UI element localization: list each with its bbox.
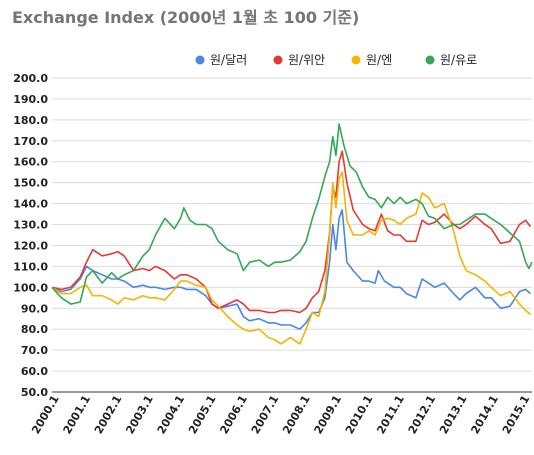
x-tick-label: 2011.1 bbox=[374, 393, 406, 436]
legend-marker bbox=[195, 55, 205, 65]
chart-title: Exchange Index (2000년 1월 초 100 기준) bbox=[12, 8, 360, 27]
series-lines bbox=[51, 123, 533, 345]
y-tick-label: 90.0 bbox=[21, 302, 48, 315]
y-tick-label: 50.0 bbox=[21, 386, 48, 399]
x-tick-label: 2015.1 bbox=[500, 393, 532, 436]
legend-label: 원/달러 bbox=[210, 53, 247, 67]
y-tick-label: 100.0 bbox=[13, 281, 48, 294]
x-tick-label: 2012.1 bbox=[406, 393, 438, 436]
y-tick-label: 130.0 bbox=[13, 219, 48, 232]
x-tick-label: 2009.1 bbox=[312, 393, 344, 436]
y-tick-label: 190.0 bbox=[13, 93, 48, 106]
series-line-4 bbox=[51, 123, 533, 305]
x-tick-label: 2013.1 bbox=[437, 393, 469, 436]
x-tick-label: 2014.1 bbox=[468, 393, 500, 436]
series-line-2 bbox=[51, 150, 532, 314]
x-tick-label: 2005.1 bbox=[186, 393, 218, 436]
y-axis-ticks: 200.0 190.0 180.0 170.0 160.0 150.0 140.0 130.0… bbox=[13, 72, 48, 399]
x-tick-label: 2004.1 bbox=[155, 393, 187, 436]
y-tick-label: 110.0 bbox=[13, 260, 48, 273]
x-tick-label: 2000.1 bbox=[29, 393, 61, 436]
y-tick-label: 120.0 bbox=[13, 239, 48, 252]
y-tick-label: 200.0 bbox=[13, 72, 48, 85]
legend: 원/달러 원/위안 원/엔 원/유로 bbox=[195, 53, 477, 67]
legend-marker bbox=[351, 55, 361, 65]
grid-lines bbox=[52, 77, 532, 393]
x-tick-label: 2007.1 bbox=[249, 393, 281, 436]
x-tick-label: 2010.1 bbox=[343, 393, 375, 436]
x-axis-ticks: 2000.12001.12002.12003.12004.12005.12006… bbox=[29, 393, 532, 436]
series-line-3 bbox=[51, 171, 531, 345]
x-tick-label: 2006.1 bbox=[217, 393, 249, 436]
y-tick-label: 150.0 bbox=[13, 177, 48, 190]
x-tick-label: 2003.1 bbox=[123, 393, 155, 436]
legend-marker bbox=[425, 55, 435, 65]
y-tick-label: 140.0 bbox=[13, 198, 48, 211]
y-tick-label: 180.0 bbox=[13, 114, 48, 127]
legend-label: 원/위안 bbox=[288, 53, 325, 67]
y-tick-label: 70.0 bbox=[21, 344, 48, 357]
y-tick-label: 80.0 bbox=[21, 323, 48, 336]
x-tick-label: 2001.1 bbox=[61, 393, 93, 436]
y-tick-label: 60.0 bbox=[21, 365, 48, 378]
y-tick-label: 160.0 bbox=[13, 156, 48, 169]
legend-label: 원/유로 bbox=[440, 53, 477, 67]
legend-marker bbox=[273, 55, 283, 65]
x-tick-label: 2008.1 bbox=[280, 393, 312, 436]
legend-label: 원/엔 bbox=[366, 53, 392, 67]
x-tick-label: 2002.1 bbox=[92, 393, 124, 436]
y-tick-label: 170.0 bbox=[13, 135, 48, 148]
